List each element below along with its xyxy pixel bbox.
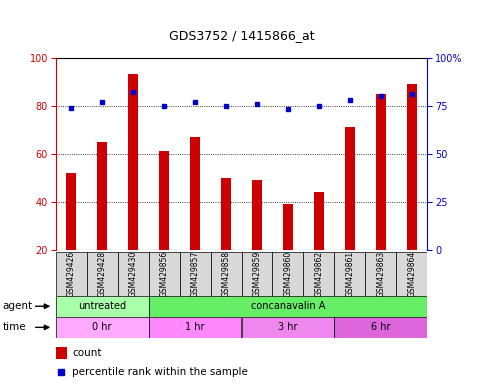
Bar: [117, 252, 149, 296]
Bar: [303, 252, 334, 296]
Text: 3 hr: 3 hr: [278, 322, 298, 333]
Text: 6 hr: 6 hr: [371, 322, 391, 333]
Text: GSM429426: GSM429426: [67, 250, 75, 297]
Text: GSM429859: GSM429859: [253, 250, 261, 297]
Bar: [376, 94, 386, 250]
Text: GSM429858: GSM429858: [222, 250, 230, 297]
Text: untreated: untreated: [78, 301, 126, 311]
Bar: [97, 142, 107, 250]
Text: count: count: [72, 348, 102, 358]
Bar: [272, 252, 303, 296]
Bar: [56, 296, 149, 317]
Bar: [56, 347, 67, 359]
Text: GSM429861: GSM429861: [345, 250, 355, 297]
Bar: [128, 74, 139, 250]
Bar: [252, 180, 262, 250]
Bar: [211, 252, 242, 296]
Text: time: time: [2, 322, 26, 333]
Bar: [56, 317, 149, 338]
Text: concanavalin A: concanavalin A: [251, 301, 325, 311]
Bar: [334, 252, 366, 296]
Bar: [158, 151, 170, 250]
Text: GSM429428: GSM429428: [98, 250, 107, 297]
Bar: [283, 204, 293, 250]
Bar: [149, 317, 242, 338]
Bar: [407, 84, 417, 250]
Bar: [221, 178, 231, 250]
Bar: [190, 137, 200, 250]
Bar: [334, 317, 427, 338]
Bar: [366, 252, 397, 296]
Text: 0 hr: 0 hr: [92, 322, 112, 333]
Text: 1 hr: 1 hr: [185, 322, 205, 333]
Bar: [86, 252, 117, 296]
Bar: [56, 252, 86, 296]
Bar: [149, 296, 427, 317]
Text: GSM429860: GSM429860: [284, 250, 293, 297]
Text: GSM429430: GSM429430: [128, 250, 138, 297]
Text: GSM429857: GSM429857: [190, 250, 199, 297]
Text: percentile rank within the sample: percentile rank within the sample: [72, 367, 248, 377]
Bar: [313, 192, 325, 250]
Bar: [397, 252, 427, 296]
Text: GDS3752 / 1415866_at: GDS3752 / 1415866_at: [169, 29, 314, 42]
Text: GSM429862: GSM429862: [314, 250, 324, 297]
Bar: [180, 252, 211, 296]
Text: GSM429863: GSM429863: [376, 250, 385, 297]
Bar: [242, 252, 272, 296]
Bar: [344, 127, 355, 250]
Text: GSM429864: GSM429864: [408, 250, 416, 297]
Bar: [242, 317, 334, 338]
Text: agent: agent: [2, 301, 32, 311]
Bar: [149, 252, 180, 296]
Bar: [66, 173, 76, 250]
Text: GSM429856: GSM429856: [159, 250, 169, 297]
